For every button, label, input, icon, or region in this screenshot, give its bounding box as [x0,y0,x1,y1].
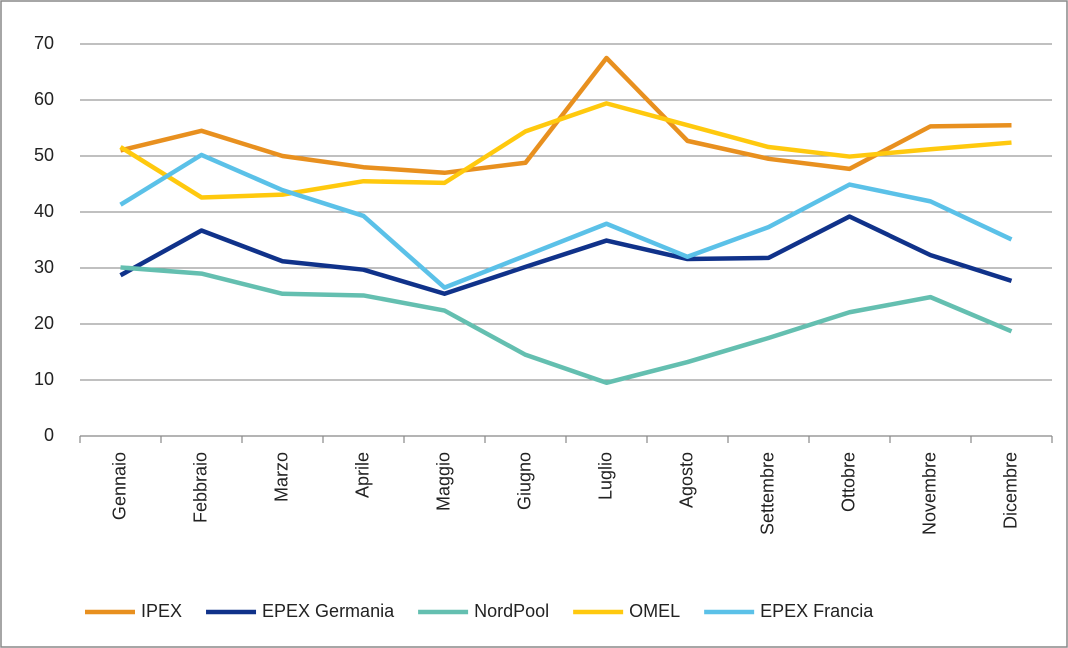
y-tick-label: 60 [34,89,54,109]
y-tick-label: 40 [34,201,54,221]
series-line [119,101,1012,200]
x-tick-label: Giugno [514,452,534,510]
series-line [120,265,1013,386]
x-tick-label: Maggio [433,452,453,511]
x-tick-label: Febbraio [190,452,210,523]
y-tick-label: 70 [34,33,54,53]
x-tick-label: Settembre [757,452,777,535]
y-tick-label: 10 [34,369,54,389]
legend-label: EPEX Francia [760,601,874,621]
x-tick-label: Agosto [676,452,696,508]
legend-label: IPEX [141,601,182,621]
x-tick-label: Marzo [271,452,291,502]
legend-label: NordPool [474,601,549,621]
y-tick-label: 30 [34,257,54,277]
legend-label: EPEX Germania [262,601,395,621]
legend-label: OMEL [629,601,680,621]
series-line [119,214,1013,297]
series-line [119,152,1013,290]
y-tick-label: 0 [44,425,54,445]
x-tick-label: Luglio [595,452,615,500]
series-line [119,55,1012,176]
y-tick-label: 20 [34,313,54,333]
x-tick-label: Ottobre [838,452,858,512]
x-tick-label: Gennaio [109,452,129,520]
x-tick-label: Aprile [352,452,372,498]
y-tick-label: 50 [34,145,54,165]
x-tick-label: Novembre [919,452,939,535]
x-tick-label: Dicembre [1000,452,1020,529]
